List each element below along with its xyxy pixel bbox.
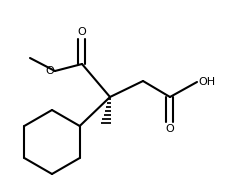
Text: O: O <box>77 27 86 37</box>
Text: O: O <box>165 124 174 134</box>
Text: OH: OH <box>197 77 214 87</box>
Text: O: O <box>45 66 54 76</box>
